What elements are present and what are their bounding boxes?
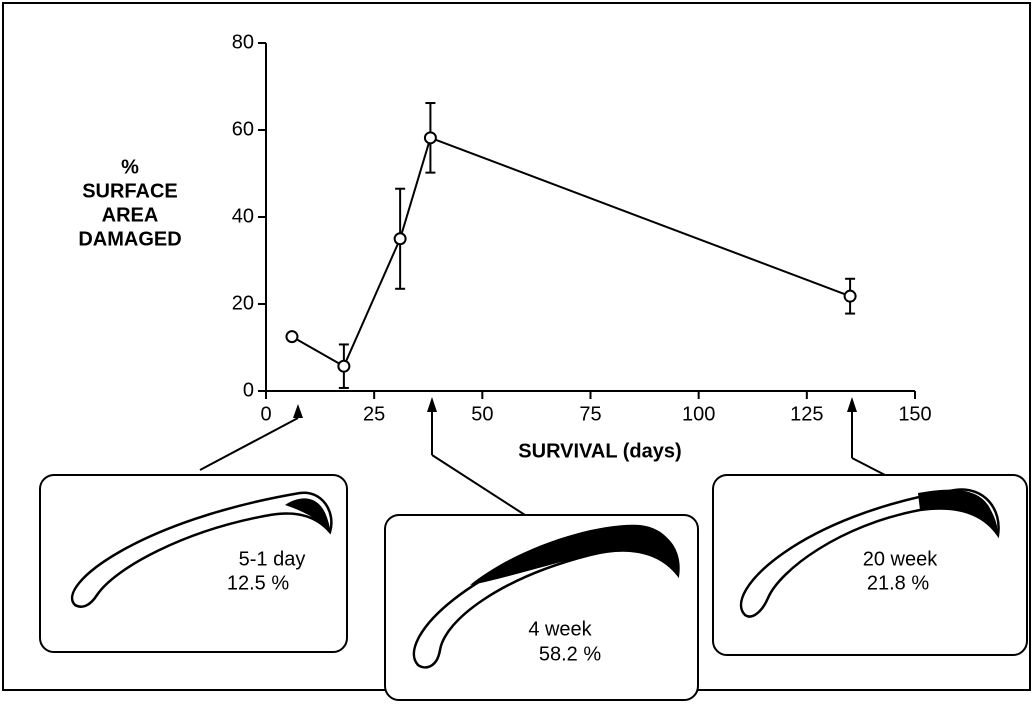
- y-axis-label: SURFACE: [82, 180, 178, 202]
- data-line: [291, 136, 851, 368]
- x-tick-label: 100: [682, 403, 715, 425]
- data-point: [285, 330, 299, 344]
- x-tick-label: 50: [471, 403, 493, 425]
- inset-value: 58.2 %: [539, 643, 601, 665]
- y-axis-label: DAMAGED: [78, 228, 181, 250]
- y-tick-label: 20: [232, 292, 254, 314]
- data-point: [843, 289, 857, 303]
- data-point: [393, 232, 407, 246]
- x-tick-label: 150: [898, 403, 931, 425]
- y-tick-label: 40: [232, 205, 254, 227]
- y-tick-label: 60: [232, 118, 254, 140]
- leaders: [199, 412, 886, 516]
- y-axis-label: %: [121, 156, 139, 178]
- x-tick-label: 0: [260, 403, 271, 425]
- y-axis-label: AREA: [102, 204, 159, 226]
- inset-value: 21.8 %: [867, 572, 929, 594]
- inset-1: 5-1 day 12.5 %: [39, 474, 348, 653]
- data-point: [337, 359, 351, 373]
- y-tick-label: 0: [243, 379, 254, 401]
- inset-label: 4 week: [528, 618, 592, 640]
- x-tick-label: 125: [790, 403, 823, 425]
- x-axis-label: SURVIVAL (days): [518, 440, 681, 462]
- x-tick-label: 75: [579, 403, 601, 425]
- inset-label: 5-1 day: [239, 548, 306, 570]
- inset-3: 20 week 21.8 %: [712, 474, 1028, 656]
- inset-2: 4 week 58.2 %: [384, 514, 699, 701]
- data-point: [423, 131, 437, 145]
- y-tick-label: 80: [232, 31, 254, 53]
- inset-label: 20 week: [863, 548, 938, 570]
- inset-value: 12.5 %: [227, 572, 289, 594]
- x-tick-label: 25: [363, 403, 385, 425]
- arrowheads: [293, 397, 857, 418]
